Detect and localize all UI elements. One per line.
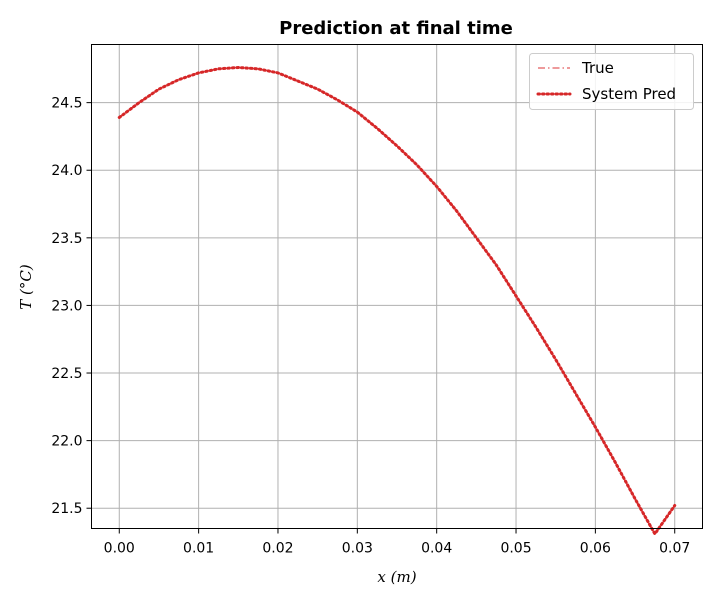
y-axis-label: T (°C) xyxy=(17,264,35,310)
y-tick-label: 23.0 xyxy=(51,298,82,314)
y-tick-label: 22.5 xyxy=(51,366,82,382)
series-layer xyxy=(117,65,677,537)
x-tick-label: 0.03 xyxy=(342,541,373,557)
x-tick-label: 0.06 xyxy=(580,541,611,557)
x-tick-label: 0.02 xyxy=(262,541,293,557)
legend-label-true: True xyxy=(581,59,614,77)
y-tick-label: 21.5 xyxy=(51,501,82,517)
legend: True System Pred xyxy=(529,53,694,110)
series-line-system-pred xyxy=(117,65,677,537)
y-axis-ticks: 21.5 22.0 22.5 23.0 23.5 24.0 24.5 xyxy=(51,96,92,517)
x-tick-label: 0.07 xyxy=(659,541,690,557)
y-tick-label: 24.5 xyxy=(51,96,82,112)
y-tick-label: 22.0 xyxy=(51,434,82,450)
x-tick-label: 0.04 xyxy=(421,541,452,557)
y-tick-label: 24.0 xyxy=(51,163,82,179)
legend-label-system-pred: System Pred xyxy=(582,85,676,103)
chart-title: Prediction at final time xyxy=(279,18,513,39)
x-tick-label: 0.01 xyxy=(183,541,214,557)
x-axis-label: x (m) xyxy=(377,568,416,586)
grid xyxy=(91,44,703,529)
plot-frame xyxy=(91,44,703,529)
x-tick-label: 0.00 xyxy=(104,541,135,557)
x-tick-label: 0.05 xyxy=(500,541,531,557)
legend-box xyxy=(529,53,694,110)
y-tick-label: 23.5 xyxy=(51,231,82,247)
x-axis-ticks: 0.00 0.01 0.02 0.03 0.04 0.05 0.06 0.07 xyxy=(104,528,690,557)
